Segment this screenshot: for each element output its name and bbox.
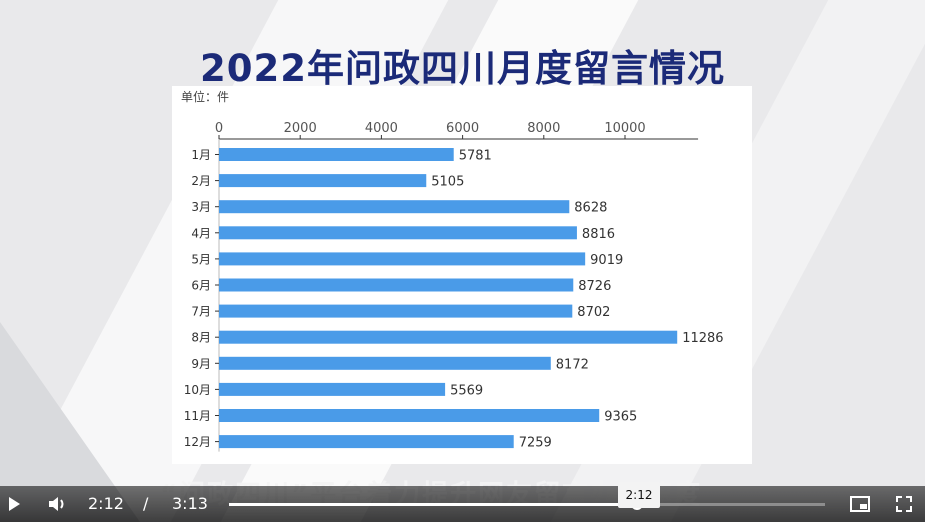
category-label: 4月 [191, 226, 211, 240]
value-label: 5569 [450, 383, 483, 398]
bar-9月 [219, 356, 551, 370]
value-label: 7259 [519, 436, 552, 451]
bar-4月 [219, 226, 577, 240]
bar-12月 [219, 435, 514, 449]
bar-6月 [219, 278, 574, 292]
duration: 3:13 [172, 494, 208, 513]
fullscreen-button[interactable] [890, 486, 918, 522]
value-label: 5105 [431, 175, 464, 190]
category-label: 12月 [184, 435, 211, 449]
time-separator: / [143, 494, 149, 513]
value-label: 8726 [578, 279, 611, 294]
value-label: 11286 [682, 331, 723, 346]
value-label: 8816 [582, 227, 615, 242]
bar-10月 [219, 382, 446, 396]
bar-1月 [219, 148, 454, 161]
picture-in-picture-button[interactable] [846, 486, 874, 522]
bar-5月 [219, 252, 586, 266]
value-label: 9019 [590, 253, 623, 268]
x-tick-label: 4000 [365, 121, 398, 136]
category-label: 10月 [184, 383, 211, 397]
x-tick-label: 0 [215, 121, 223, 136]
progress-played [229, 503, 637, 506]
x-tick-label: 2000 [284, 121, 317, 136]
time-tooltip: 2:12 [618, 482, 660, 508]
progress-bar[interactable] [229, 498, 825, 510]
category-label: 2月 [191, 174, 211, 188]
picture-in-picture-icon [850, 496, 870, 512]
category-label: 3月 [191, 200, 211, 214]
category-label: 8月 [191, 331, 211, 345]
value-label: 8628 [574, 201, 607, 216]
play-button[interactable] [0, 486, 28, 522]
value-label: 5781 [459, 149, 492, 164]
bar-7月 [219, 304, 573, 318]
volume-icon [49, 497, 64, 511]
x-tick-label: 10000 [604, 121, 645, 136]
fullscreen-icon [896, 496, 912, 512]
bar-chart: 0 2000 4000 6000 8000 10000 1月 5781 2月 5105 3月 8628… [184, 121, 724, 452]
bar-3月 [219, 200, 570, 214]
value-label: 8702 [577, 305, 610, 320]
chart-title: 2022年问政四川月度留言情况 [200, 47, 725, 90]
category-label: 1月 [191, 148, 211, 162]
bar-8月 [219, 330, 678, 344]
x-tick-label: 8000 [527, 121, 560, 136]
play-icon [9, 497, 20, 511]
category-label: 9月 [191, 357, 211, 371]
x-tick-label: 6000 [446, 121, 479, 136]
unit-label: 单位：件 [181, 90, 230, 104]
value-label: 9365 [604, 410, 637, 425]
value-label: 8172 [556, 357, 589, 372]
bar-2月 [219, 174, 427, 188]
category-label: 6月 [191, 279, 211, 293]
category-label: 11月 [184, 409, 211, 423]
bar-11月 [219, 409, 600, 422]
category-label: 5月 [191, 252, 211, 266]
current-time: 2:12 [88, 494, 124, 513]
volume-button[interactable] [44, 486, 72, 522]
category-label: 7月 [191, 305, 211, 319]
